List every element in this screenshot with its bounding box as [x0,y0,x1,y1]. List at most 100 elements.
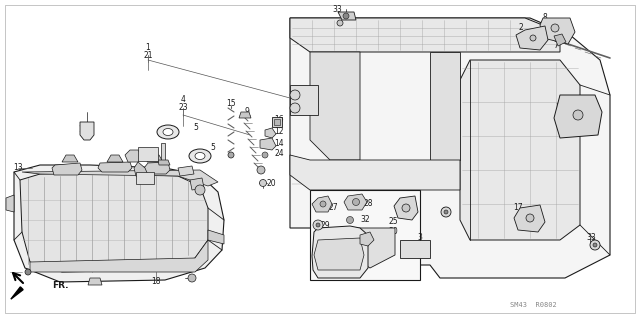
Polygon shape [144,162,170,174]
Text: 7: 7 [554,41,559,50]
Polygon shape [290,18,560,52]
Polygon shape [190,178,204,190]
Polygon shape [6,195,14,212]
Circle shape [346,217,353,224]
Circle shape [320,201,326,207]
Polygon shape [460,60,580,240]
Polygon shape [360,232,374,246]
Ellipse shape [195,152,205,160]
Text: 25: 25 [388,218,398,226]
Circle shape [526,214,534,222]
Polygon shape [394,196,418,220]
Polygon shape [98,162,132,172]
Circle shape [353,198,360,205]
Text: 33: 33 [586,234,596,242]
Polygon shape [290,85,318,115]
Text: 20: 20 [266,179,276,188]
Text: 21: 21 [143,51,153,61]
Polygon shape [158,160,170,165]
Bar [274,119,280,125]
Text: 28: 28 [364,199,372,209]
Polygon shape [208,230,224,244]
Polygon shape [290,155,460,190]
Circle shape [262,152,268,158]
Text: 3: 3 [417,234,422,242]
Text: 32: 32 [360,216,370,225]
Circle shape [290,90,300,100]
Circle shape [195,185,205,195]
Bar [138,147,158,161]
Circle shape [530,35,536,41]
Polygon shape [178,166,194,176]
Text: 12: 12 [275,128,284,137]
Polygon shape [14,165,224,282]
Polygon shape [147,155,163,162]
Text: 31: 31 [320,254,330,263]
Circle shape [257,166,265,174]
Polygon shape [265,128,276,138]
Text: 19: 19 [555,103,565,113]
Polygon shape [350,228,395,268]
Text: 27: 27 [328,204,338,212]
Polygon shape [514,205,545,232]
Polygon shape [11,287,23,299]
Polygon shape [161,143,165,162]
Text: 4: 4 [180,95,186,105]
Bar [272,117,282,127]
Circle shape [259,180,266,187]
Polygon shape [88,278,102,285]
Polygon shape [80,122,94,140]
Polygon shape [260,138,276,150]
Text: 34: 34 [402,198,412,207]
Text: 1: 1 [146,43,150,53]
Circle shape [593,243,597,247]
Circle shape [343,13,349,19]
Polygon shape [312,196,332,212]
Polygon shape [22,170,218,186]
Polygon shape [310,52,360,160]
Circle shape [441,207,451,217]
Circle shape [551,24,559,32]
Text: FR.: FR. [52,281,68,291]
Text: 15: 15 [226,100,236,108]
Circle shape [444,210,448,214]
Text: 5: 5 [193,122,198,131]
Text: SM43  R0802: SM43 R0802 [510,302,557,308]
Text: 23: 23 [178,103,188,113]
Text: 14: 14 [274,138,284,147]
Polygon shape [134,162,148,180]
Text: 26: 26 [320,243,330,253]
Circle shape [313,220,323,230]
Circle shape [290,103,300,113]
Text: 5: 5 [211,144,216,152]
Polygon shape [554,95,602,138]
Text: 30: 30 [388,226,398,235]
Text: 22: 22 [415,242,425,251]
Circle shape [188,274,196,282]
Text: 16: 16 [274,115,284,124]
Polygon shape [430,52,460,160]
Text: 17: 17 [513,204,523,212]
Ellipse shape [157,125,179,139]
Text: 8: 8 [543,13,547,23]
Bar [310,190,420,280]
Polygon shape [62,155,78,162]
Circle shape [337,20,343,26]
Polygon shape [30,240,208,272]
Text: 29: 29 [320,220,330,229]
Circle shape [228,152,234,158]
Polygon shape [314,238,364,270]
Text: 24: 24 [274,149,284,158]
Bar [400,240,430,258]
Polygon shape [125,150,142,162]
Polygon shape [540,18,575,44]
Circle shape [402,204,410,212]
Bar [136,172,154,184]
Polygon shape [20,173,208,272]
Text: 2: 2 [518,24,524,33]
Polygon shape [516,26,548,50]
Ellipse shape [163,129,173,136]
Polygon shape [52,163,82,175]
Circle shape [316,223,320,227]
Text: 33: 33 [332,4,342,13]
